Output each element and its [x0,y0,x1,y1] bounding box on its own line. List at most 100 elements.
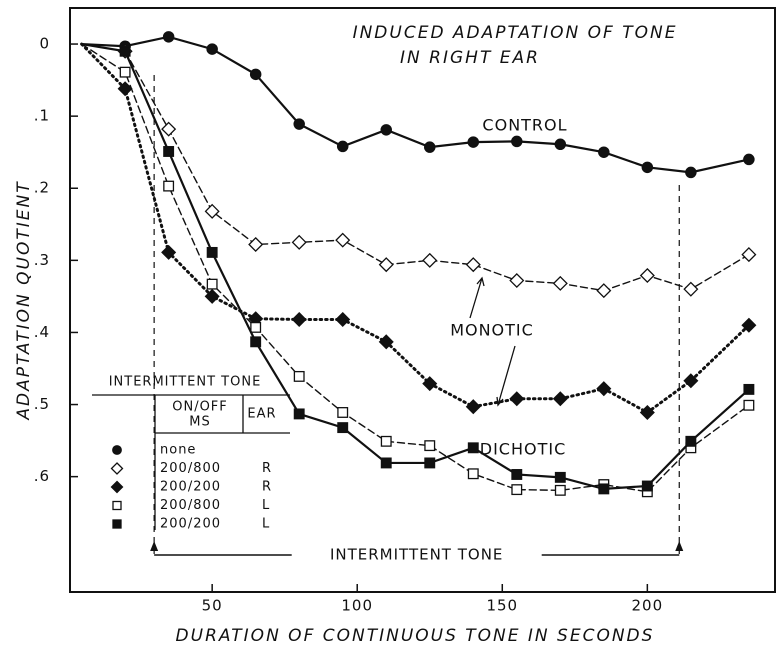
data-point [291,234,307,250]
data-point [336,140,349,153]
curve-label: MONOTIC [450,321,534,340]
y-tick-label: .3 [34,251,50,269]
data-point [117,81,133,97]
data-point [509,391,525,407]
data-point [554,484,566,496]
data-point [683,373,699,389]
data-point [337,407,349,418]
data-point [422,376,438,392]
legend-header: ON/OFF [172,400,228,415]
y-tick-label: .5 [34,395,50,413]
interval-arrow [150,541,159,551]
data-point [335,232,351,248]
title-line: INDUCED ADAPTATION OF TONE [353,23,678,43]
data-point [424,440,436,452]
data-point [380,457,392,469]
data-point [511,469,523,480]
data-point [337,422,349,434]
data-point [598,483,610,495]
y-tick-label: 0 [39,35,50,53]
data-point [249,68,262,81]
data-point [554,471,566,483]
y-tick-label: .2 [34,179,50,197]
data-point [380,435,392,447]
data-point [291,311,307,327]
data-point [552,275,568,291]
interval-label: INTERMITTENT TONE [330,546,503,564]
data-point [467,136,480,148]
x-tick-label: 200 [632,597,664,615]
series-line [80,35,750,174]
legend-marker [112,519,122,529]
data-point [743,399,755,411]
legend-label: L [262,498,270,513]
data-point [424,457,436,469]
data-point [552,391,568,407]
y-tick-label: .1 [34,107,50,125]
data-point [378,334,394,350]
data-point [509,273,525,289]
data-point [685,166,697,179]
legend-label: 200/800 [160,498,221,513]
data-point [741,247,757,263]
leader-arrow [469,276,485,319]
x-tick-label: 100 [341,597,373,615]
title-line: IN RIGHT EAR [400,48,540,68]
data-point [380,124,392,136]
curve-label: DICHOTIC [480,440,567,459]
series-line [80,42,751,415]
legend-header: EAR [247,407,276,422]
data-point [119,66,131,78]
data-point [683,281,699,297]
data-point [162,31,175,43]
data-point [743,383,755,395]
legend-header: MS [189,415,210,430]
data-point [248,236,264,253]
data-point [293,118,305,130]
plot-frame [69,7,776,593]
data-point [596,381,612,397]
legend-title: INTERMITTENT TONE [109,375,262,390]
data-point [741,317,757,333]
legend-label: R [262,461,272,476]
data-point [161,121,177,137]
series-line [80,43,750,292]
data-point [378,257,394,273]
data-point [335,311,351,327]
data-point [250,336,262,348]
data-point [685,435,697,447]
legend-table [92,394,290,530]
y-axis-label: ADAPTATION QUOTIENT [14,180,34,420]
legend-label: 200/200 [160,480,221,495]
legend-label: 200/800 [160,461,221,476]
legend-marker [112,445,122,455]
data-point [465,399,481,415]
data-point [596,283,612,299]
x-tick-label: 150 [486,597,518,615]
data-point [598,146,610,158]
data-point [206,246,218,258]
data-point [293,370,305,382]
legend-marker [110,462,124,475]
series-line [80,43,750,493]
data-point [511,484,523,496]
y-tick-label: .6 [34,467,50,485]
data-point [161,244,177,260]
data-point [641,480,653,492]
legend-marker [110,480,124,494]
data-point [554,138,567,151]
series-line [80,42,750,491]
data-point [206,278,218,290]
data-point [467,468,479,480]
data-point [422,252,438,268]
y-tick-label: .4 [34,323,50,341]
data-point [163,146,175,157]
data-point [293,408,305,420]
data-point [743,153,755,166]
legend-label: 200/200 [160,517,221,532]
data-point [204,288,220,304]
data-point [204,203,220,219]
data-point [250,321,262,333]
data-point [424,141,436,153]
